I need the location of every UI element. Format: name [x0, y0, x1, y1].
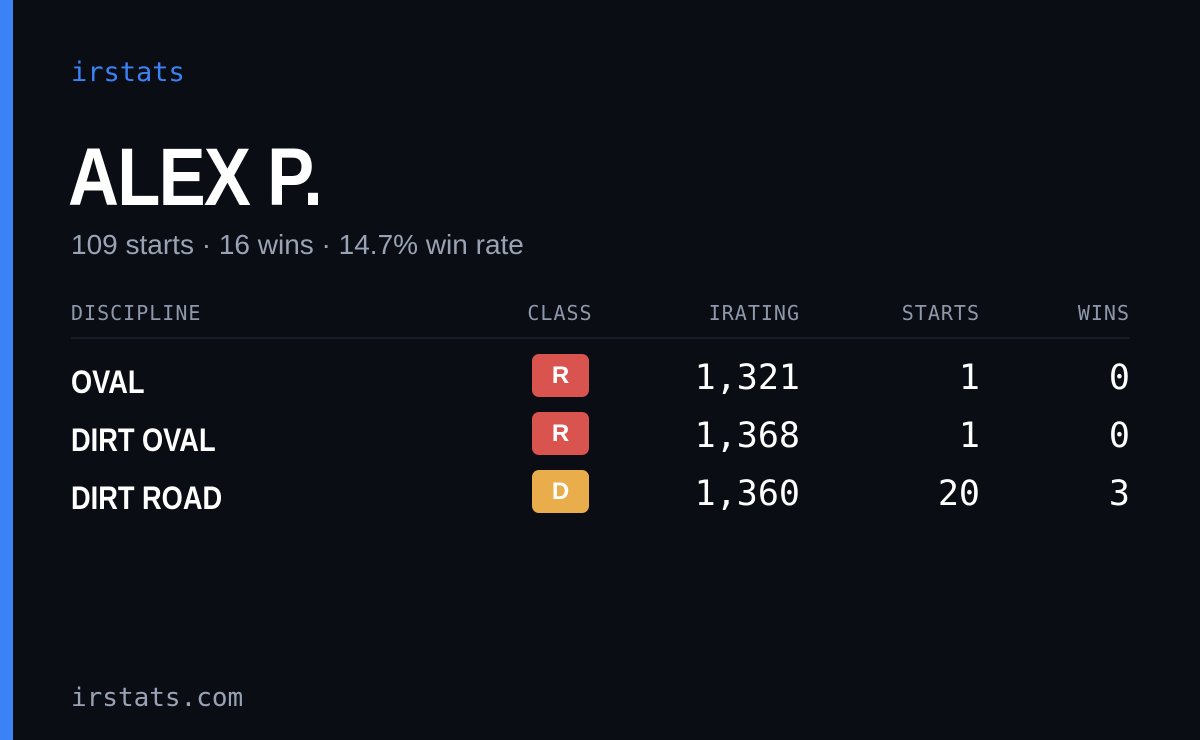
discipline-cell: DIRT OVAL [71, 422, 216, 458]
wins-cell: 0 [1108, 416, 1130, 456]
accent-bar [0, 0, 13, 740]
header-irating: IRATING [708, 301, 800, 325]
class-badge: R [532, 412, 589, 455]
header-discipline: DISCIPLINE [71, 301, 202, 325]
table-row: OVAL R 1,321 1 0 [0, 354, 1200, 412]
irating-cell: 1,360 [694, 474, 800, 514]
table-row: DIRT OVAL R 1,368 1 0 [0, 412, 1200, 470]
footer-url: irstats.com [71, 683, 244, 713]
table-row: DIRT ROAD D 1,360 20 3 [0, 470, 1200, 528]
wins-cell: 0 [1108, 358, 1130, 398]
discipline-cell: DIRT ROAD [71, 480, 223, 516]
brand-logo-text: irstats [71, 57, 185, 88]
header-wins: WINS [1077, 301, 1130, 325]
starts-cell: 20 [937, 474, 980, 514]
starts-cell: 1 [958, 416, 980, 456]
class-badge: R [532, 354, 589, 397]
class-badge: D [532, 470, 589, 513]
irating-cell: 1,368 [694, 416, 800, 456]
header-starts: STARTS [901, 301, 980, 325]
discipline-cell: OVAL [71, 364, 145, 400]
driver-summary: 109 starts · 16 wins · 14.7% win rate [71, 229, 524, 260]
wins-cell: 3 [1108, 474, 1130, 514]
header-divider [71, 337, 1130, 339]
starts-cell: 1 [958, 358, 980, 398]
irating-cell: 1,321 [694, 358, 800, 398]
driver-name: ALEX P. [68, 132, 323, 223]
header-class: CLASS [527, 301, 593, 325]
